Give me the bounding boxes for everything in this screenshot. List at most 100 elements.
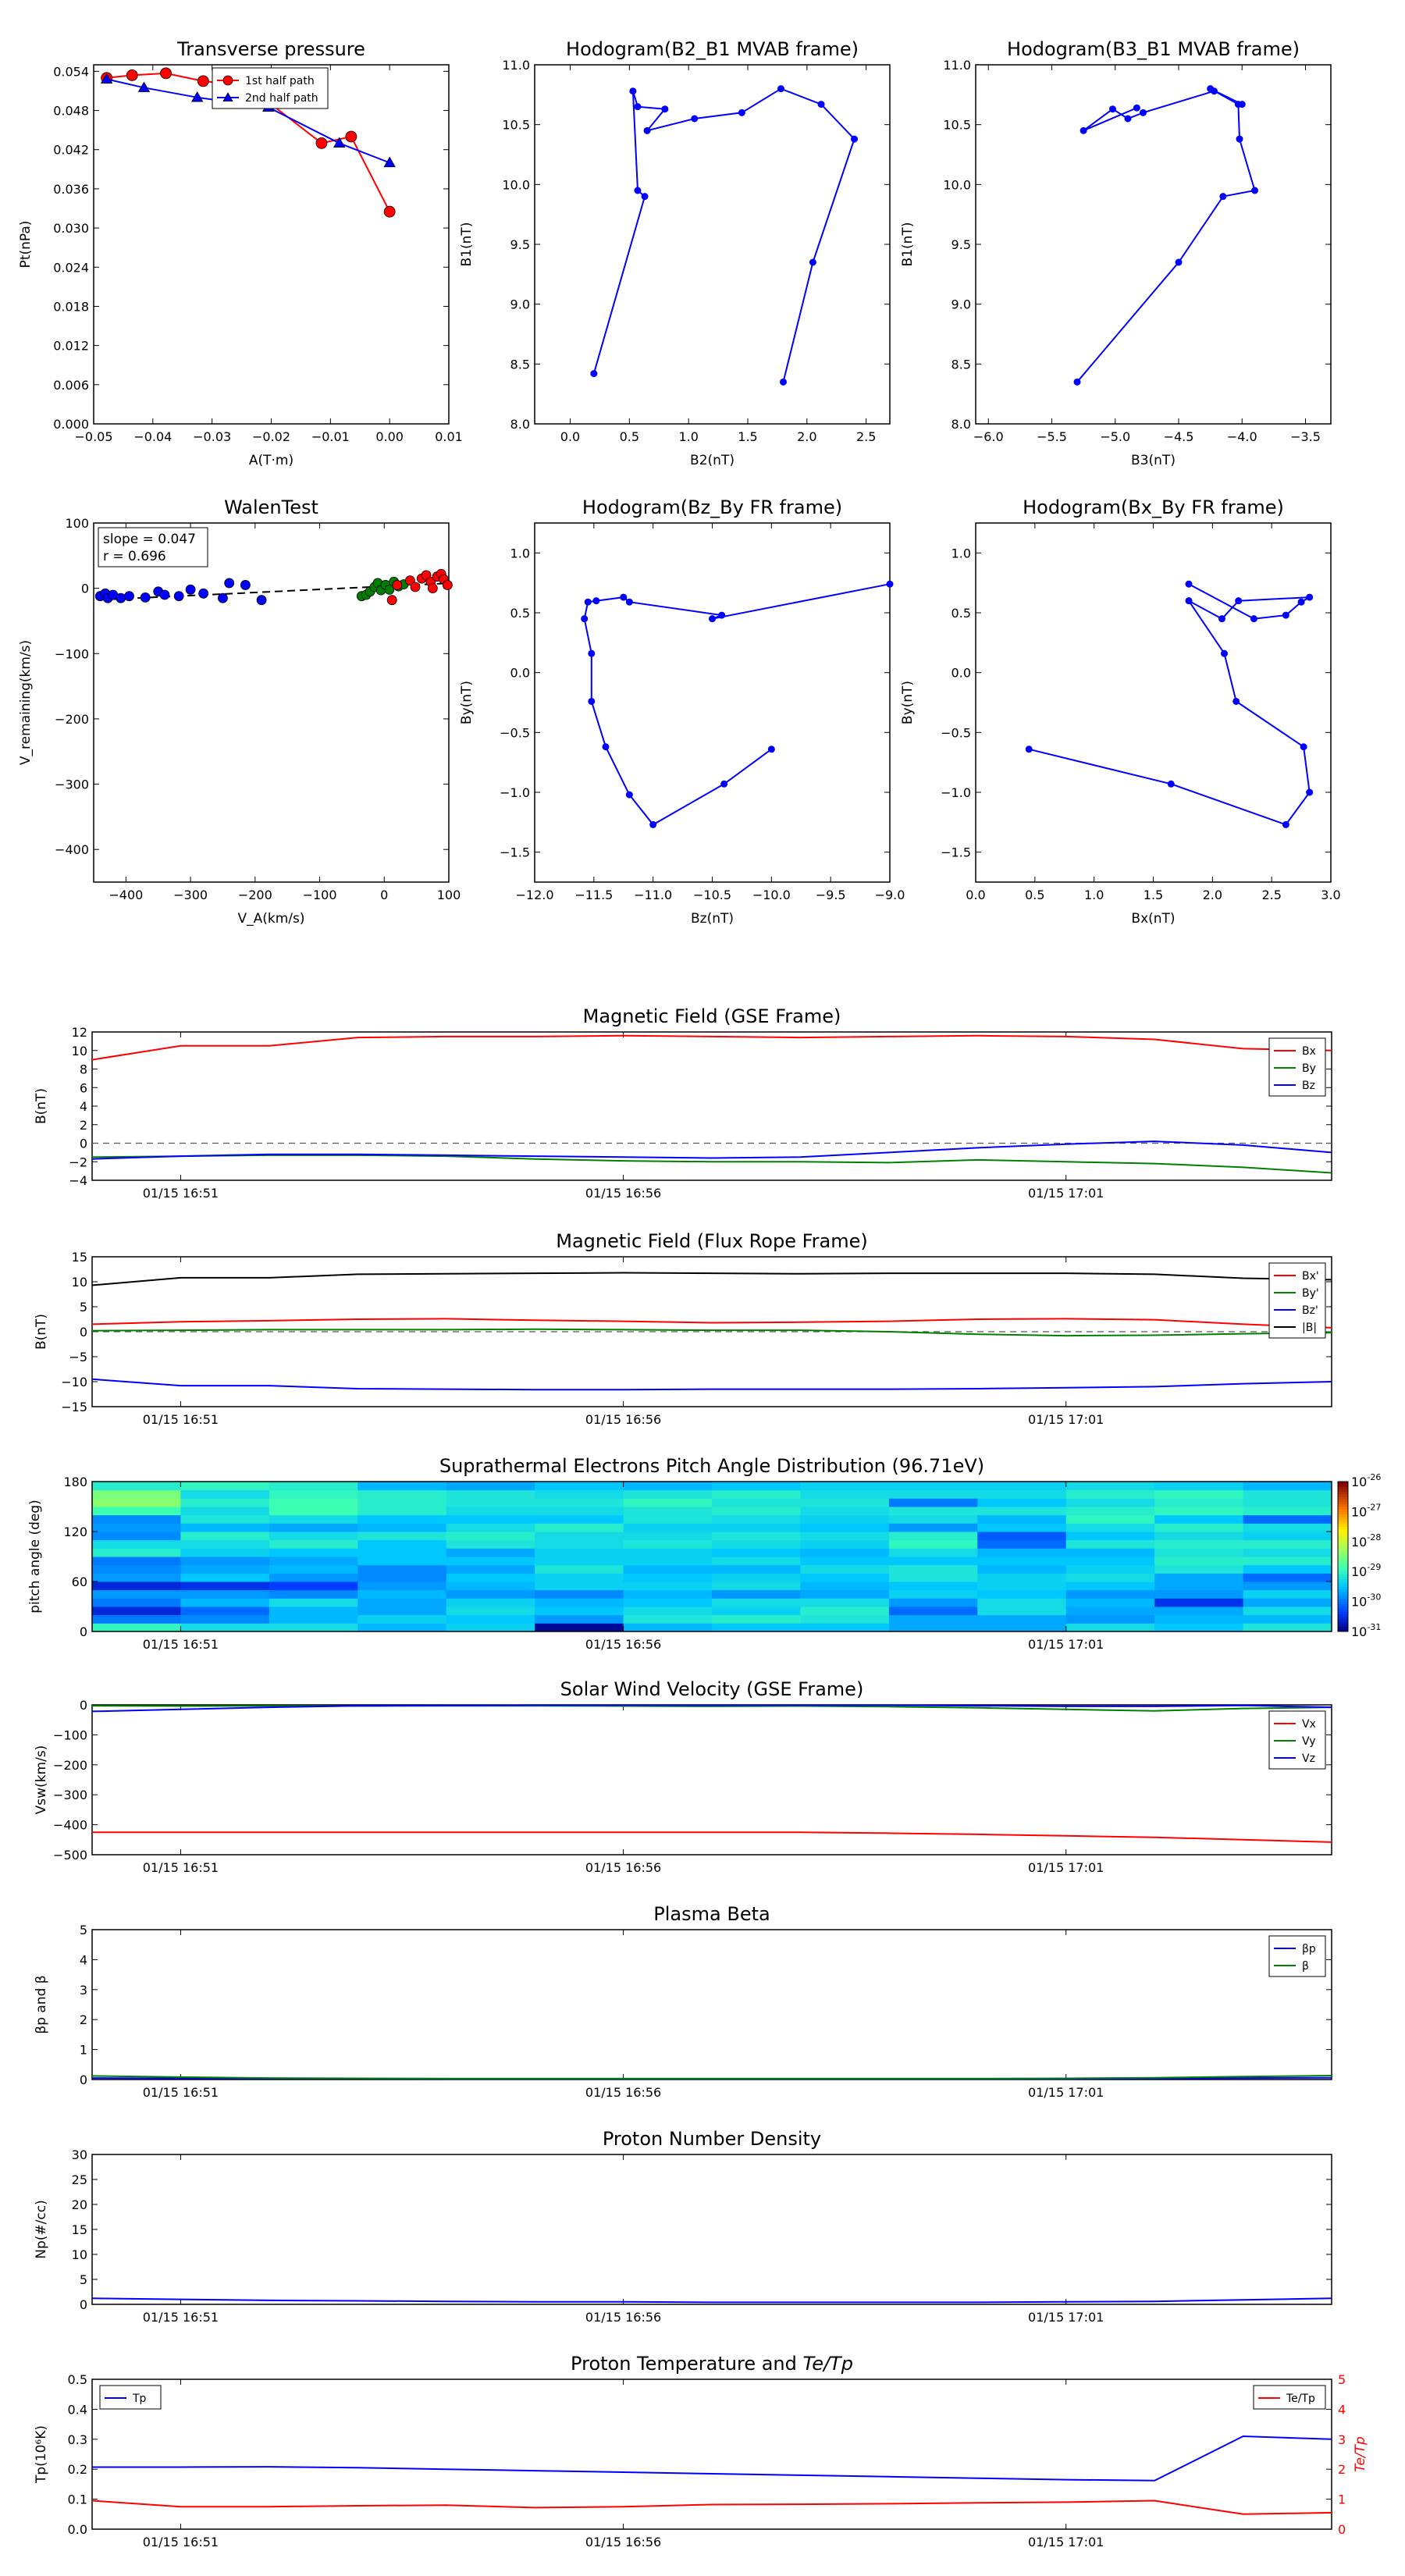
- np-series-0-line: [91, 2297, 1332, 2304]
- pad-colorbar-segment: [1338, 1482, 1348, 1485]
- walen-point: [442, 580, 453, 590]
- pad-cell: [92, 1489, 181, 1499]
- hzy-ytick-label: 0.5: [510, 606, 530, 621]
- h21-ytick-label: 10.0: [502, 177, 530, 192]
- pad-cell: [1065, 1532, 1155, 1541]
- pad-colorbar-segment: [1338, 1559, 1348, 1562]
- hxy-point: [1232, 697, 1240, 705]
- hzy-ytick-label: −1.0: [500, 785, 530, 800]
- bfr-time-tick-label: 01/15 16:51: [143, 1412, 219, 1427]
- walen-point: [410, 582, 421, 592]
- bfr-ytick-label: 10: [72, 1275, 87, 1290]
- tp-ytick-label: 0.012: [53, 339, 89, 354]
- pad-cell: [1154, 1523, 1244, 1532]
- pad-colorbar-exponent: -27: [1367, 1502, 1381, 1512]
- pad-cell: [1243, 1614, 1332, 1624]
- tp-xtick-label: 0.01: [435, 429, 463, 444]
- bfr-ytick-label: 15: [72, 1250, 87, 1265]
- h21-point: [851, 135, 858, 143]
- pad-cell: [92, 1532, 181, 1541]
- h31-ylabel: B1(nT): [900, 222, 916, 267]
- pad-cell: [535, 1598, 624, 1607]
- vsw-series-0-line: [92, 1831, 1332, 1843]
- h31-title: Hodogram(B3_B1 MVAB frame): [1007, 38, 1300, 60]
- pad-colorbar-segment: [1338, 1626, 1348, 1630]
- pad-colorbar-segment: [1338, 1499, 1348, 1503]
- np-time-tick-label: 01/15 16:56: [585, 2310, 661, 2325]
- pad-cell: [977, 1557, 1067, 1566]
- tp-xtick-label: 0.00: [375, 429, 404, 444]
- bgse-ytick-label: 8: [80, 1062, 87, 1077]
- hzy-point: [620, 593, 628, 601]
- pad-cell: [800, 1532, 890, 1541]
- h21-xtick-label: 0.0: [560, 429, 580, 444]
- h21-xtick-label: 2.5: [856, 429, 876, 444]
- hzy-point: [709, 615, 716, 623]
- pad-cell: [1154, 1582, 1244, 1591]
- pad-cell: [535, 1564, 624, 1574]
- pad-cell: [269, 1614, 358, 1624]
- pad-ytick-label: 180: [63, 1475, 87, 1489]
- h21-title: Hodogram(B2_B1 MVAB frame): [566, 38, 859, 60]
- bfr-legend-label: Bz': [1302, 1304, 1318, 1317]
- walen-ytick-label: −100: [55, 646, 89, 661]
- pad-cell: [269, 1589, 358, 1599]
- pad-cell: [1154, 1573, 1244, 1582]
- pad-cell: [623, 1482, 713, 1491]
- pad-cell: [712, 1564, 801, 1574]
- bgse-ytick-label: −2: [69, 1155, 87, 1169]
- pad-colorbar-segment: [1338, 1516, 1348, 1520]
- vsw-legend-label: Vx: [1302, 1718, 1316, 1731]
- pad-cell: [535, 1606, 624, 1616]
- tp-circle-marker: [126, 69, 138, 81]
- temp-title-ratio: Te/Tp: [803, 2353, 853, 2375]
- tp-ytick-label: 0.054: [53, 64, 89, 79]
- pad-cell: [1243, 1523, 1332, 1532]
- walen-point: [116, 592, 126, 603]
- pad-cell: [92, 1523, 181, 1532]
- pad-cell: [92, 1598, 181, 1607]
- pad-cell: [888, 1606, 978, 1616]
- pad-cell: [269, 1523, 358, 1532]
- hzy-point: [649, 820, 657, 828]
- pad-cell: [357, 1548, 447, 1557]
- h21-ytick-label: 8.5: [510, 357, 530, 372]
- hxy-xlabel: Bx(nT): [1131, 911, 1175, 927]
- pad-colorbar-segment: [1338, 1524, 1348, 1528]
- pad-cell: [446, 1598, 535, 1607]
- pad-cell: [446, 1539, 535, 1549]
- pad-colorbar-segment: [1338, 1586, 1348, 1590]
- temp-ytick-label: 0.1: [68, 2492, 87, 2507]
- walen-xtick-label: −300: [173, 888, 208, 902]
- hxy-point: [1221, 649, 1228, 657]
- pad-cell: [977, 1614, 1067, 1624]
- vsw-time-tick-label: 01/15 17:01: [1028, 1860, 1104, 1875]
- temp-ylabel-right: Te/Tp: [1353, 2436, 1368, 2472]
- pad-cell: [1154, 1614, 1244, 1624]
- hxy-xtick-label: 0.5: [1025, 888, 1044, 902]
- pad-cell: [1065, 1623, 1155, 1632]
- hxy-xtick-label: 2.0: [1203, 888, 1222, 902]
- pad-cell: [535, 1573, 624, 1582]
- pad-cell: [269, 1564, 358, 1574]
- tp-legend-marker: [222, 92, 233, 101]
- pad-cell: [357, 1532, 447, 1541]
- pad-cell: [977, 1582, 1067, 1591]
- np-ytick-label: 20: [72, 2197, 87, 2212]
- h21-xlabel: B2(nT): [690, 453, 735, 468]
- pad-cell: [180, 1482, 270, 1491]
- pad-cell: [977, 1523, 1067, 1532]
- tp-ytick-label: 0.000: [53, 417, 89, 432]
- bfr-ytick-label: −5: [69, 1350, 87, 1364]
- pad-cell: [623, 1498, 713, 1507]
- pad-cell: [977, 1498, 1067, 1507]
- pad-cell: [92, 1548, 181, 1557]
- beta-title: Plasma Beta: [653, 1903, 770, 1925]
- pad-cell: [269, 1623, 358, 1632]
- np-title: Proton Number Density: [603, 2128, 821, 2150]
- pad-ytick-label: 0: [80, 1624, 87, 1639]
- pad-cell: [1243, 1557, 1332, 1566]
- beta-ytick-label: 5: [80, 1923, 87, 1937]
- temp-ytick-label: 0.3: [68, 2432, 87, 2447]
- temp-time-tick-label: 01/15 16:56: [585, 2535, 661, 2549]
